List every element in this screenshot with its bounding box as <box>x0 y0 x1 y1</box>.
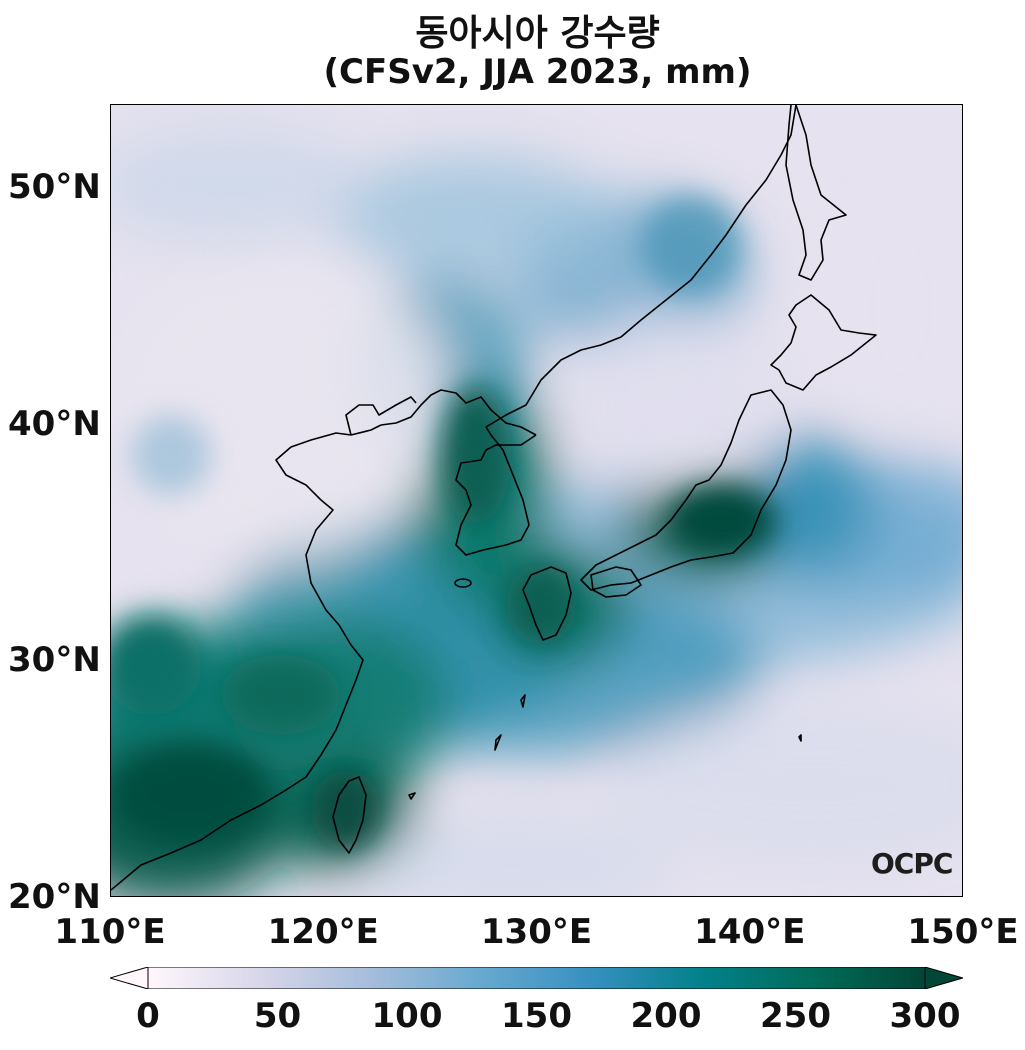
lon-tick-label: 140°E <box>694 912 806 952</box>
precipitation-map: OCPC <box>110 104 963 897</box>
precip-field-detail <box>111 195 776 850</box>
colorbar-tick-label: 50 <box>253 996 302 1036</box>
precipitation-field <box>111 105 962 896</box>
colorbar-extend-min <box>110 967 149 989</box>
colorbar-tick-label: 150 <box>501 996 572 1036</box>
lat-tick-label: 50°N <box>8 166 101 207</box>
map-subtitle: (CFSv2, JJA 2023, mm) <box>323 52 752 92</box>
lon-tick-label: 130°E <box>480 912 593 952</box>
lat-tick-label: 40°N <box>8 403 101 444</box>
map-title: 동아시아 강수량 <box>415 13 660 54</box>
colorbar-tick-label: 250 <box>760 996 831 1036</box>
colorbar-tick-label: 0 <box>136 996 160 1036</box>
coastlines <box>111 105 877 891</box>
colorbar-extend-max <box>924 967 963 989</box>
colorbar-tick-label: 200 <box>630 996 702 1036</box>
lon-tick-label: 110°E <box>54 912 166 952</box>
lon-tick-label: 120°E <box>267 912 379 952</box>
colorbar-tick-label: 300 <box>889 996 961 1036</box>
colorbar-tick-label: 100 <box>371 996 443 1036</box>
lat-tick-label: 20°N <box>8 877 101 917</box>
lon-tick-label: 150°E <box>907 912 1019 952</box>
lat-tick-label: 30°N <box>8 640 101 681</box>
colorbar <box>110 967 963 989</box>
ocpc-watermark: OCPC <box>871 847 953 880</box>
colorbar-gradient <box>147 967 926 989</box>
